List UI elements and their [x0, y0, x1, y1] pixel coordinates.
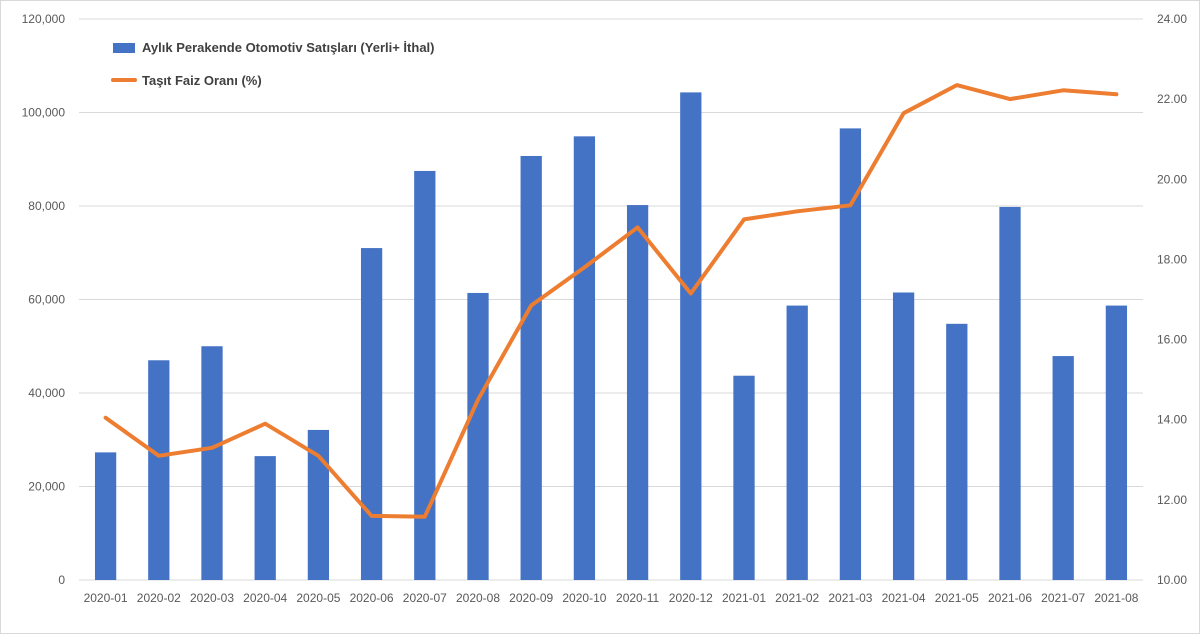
legend: Aylık Perakende Otomotiv Satışları (Yerl…: [111, 40, 435, 88]
x-tick-label: 2020-11: [616, 591, 659, 605]
left-axis: 0 20,000 40,000 60,000 80,000 100,000 120,000: [22, 12, 66, 587]
line-series: [103, 83, 1119, 519]
x-tick-label: 2021-03: [828, 591, 872, 605]
line-point: [423, 515, 427, 519]
bar: [1105, 305, 1128, 580]
x-tick-label: 2020-09: [509, 591, 553, 605]
left-tick-label: 120,000: [22, 12, 66, 26]
right-tick-label: 16.00: [1157, 333, 1187, 347]
line-point: [370, 514, 374, 518]
x-tick-label: 2020-10: [562, 591, 606, 605]
left-tick-label: 80,000: [28, 199, 65, 213]
left-tick-label: 0: [58, 573, 65, 587]
right-tick-label: 20.00: [1157, 172, 1187, 186]
line-point: [529, 304, 533, 308]
series-line: [103, 83, 1119, 519]
line-point: [1061, 88, 1065, 92]
x-tick-label: 2021-01: [722, 591, 766, 605]
bar: [680, 92, 702, 581]
x-tick-label: 2021-06: [988, 591, 1032, 605]
bar: [520, 155, 542, 581]
line-point: [689, 291, 693, 295]
x-tick-label: 2020-03: [190, 591, 234, 605]
bar: [1052, 356, 1074, 580]
right-tick-label: 14.00: [1157, 413, 1187, 427]
right-axis: 10.00 12.00 14.00 16.00 18.00 20.00 22.00 24.00: [1157, 12, 1187, 587]
bar: [307, 429, 330, 580]
right-tick-label: 24.00: [1157, 12, 1187, 26]
bar: [626, 205, 649, 580]
bar-series: [94, 92, 1128, 581]
line-point: [582, 265, 586, 269]
right-tick-label: 12.00: [1157, 493, 1187, 507]
x-tick-label: 2020-08: [456, 591, 500, 605]
gridlines: [79, 18, 1143, 581]
line-point: [1008, 97, 1012, 101]
bar: [946, 323, 968, 580]
line-point: [795, 209, 799, 213]
legend-item-bar: Aylık Perakende Otomotiv Satışları (Yerl…: [113, 40, 435, 55]
legend-line-label: Taşıt Faiz Oranı (%): [142, 73, 262, 88]
left-tick-label: 60,000: [28, 293, 65, 307]
line-point: [742, 217, 746, 221]
line-point: [263, 422, 267, 426]
bar: [786, 305, 808, 580]
line-point: [1114, 92, 1118, 96]
x-tick-label: 2021-02: [775, 591, 819, 605]
bar: [201, 346, 223, 580]
x-tick-label: 2020-02: [137, 591, 181, 605]
legend-bar-label: Aylık Perakende Otomotiv Satışları (Yerl…: [142, 40, 435, 55]
bar: [94, 452, 117, 580]
bar: [892, 292, 915, 580]
x-axis: 2020-01 2020-02 2020-03 2020-04 2020-05 2020-…: [84, 591, 1139, 605]
line-point: [902, 111, 906, 115]
right-tick-label: 18.00: [1157, 252, 1187, 266]
line-point: [210, 446, 214, 450]
x-tick-label: 2021-04: [882, 591, 926, 605]
x-tick-label: 2021-08: [1094, 591, 1138, 605]
bar: [839, 128, 862, 580]
bar: [414, 170, 436, 580]
bar: [254, 456, 276, 580]
bar: [148, 360, 170, 580]
line-point: [848, 203, 852, 207]
bar: [573, 136, 596, 580]
x-tick-label: 2020-05: [296, 591, 340, 605]
left-tick-label: 40,000: [28, 386, 65, 400]
x-tick-label: 2020-01: [84, 591, 128, 605]
x-tick-label: 2020-07: [403, 591, 447, 605]
line-point: [316, 454, 320, 458]
right-tick-label: 22.00: [1157, 92, 1187, 106]
line-point: [104, 416, 108, 420]
legend-item-line: Taşıt Faiz Oranı (%): [111, 73, 262, 88]
x-tick-label: 2020-04: [243, 591, 287, 605]
line-point: [476, 398, 480, 402]
line-point: [955, 83, 959, 87]
x-tick-label: 2021-05: [935, 591, 979, 605]
line-point: [157, 454, 161, 458]
x-tick-label: 2021-07: [1041, 591, 1085, 605]
x-tick-label: 2020-12: [669, 591, 713, 605]
line-point: [636, 225, 640, 229]
left-tick-label: 100,000: [22, 106, 66, 120]
left-tick-label: 20,000: [28, 480, 65, 494]
bar: [467, 292, 489, 580]
legend-bar-swatch: [113, 43, 135, 53]
x-tick-label: 2020-06: [350, 591, 394, 605]
bar: [360, 248, 383, 580]
right-tick-label: 10.00: [1157, 573, 1187, 587]
bar: [999, 206, 1021, 580]
bar: [733, 375, 755, 580]
